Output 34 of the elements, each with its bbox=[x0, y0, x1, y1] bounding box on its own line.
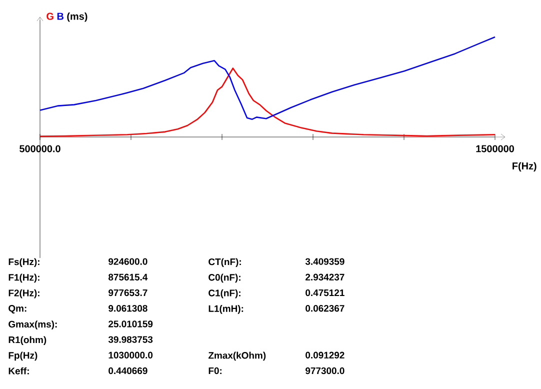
text: CT(nF): bbox=[208, 258, 241, 268]
text: Keff: bbox=[8, 367, 29, 374]
text: L1(mH): bbox=[208, 304, 244, 314]
text: 0.091292 bbox=[306, 352, 344, 358]
text: 977653.7 bbox=[108, 289, 148, 296]
text: F0: bbox=[208, 367, 222, 374]
text: C0(nF): bbox=[208, 274, 240, 283]
text: 0.475121 bbox=[306, 289, 344, 296]
text: Gmax(ms): bbox=[8, 320, 57, 330]
text: F1(Hz): bbox=[8, 274, 40, 283]
text: C1(nF): bbox=[208, 289, 240, 298]
text: F2(Hz): bbox=[8, 289, 40, 298]
x-tick-label: 1500000 bbox=[476, 145, 514, 152]
text: 0.440669 bbox=[108, 367, 148, 374]
text: 9.061308 bbox=[108, 305, 148, 312]
text: 3.409359 bbox=[305, 258, 344, 265]
text: 25.010159 bbox=[108, 320, 153, 328]
text: 0.062367 bbox=[306, 305, 344, 312]
text: 1030000.0 bbox=[108, 352, 153, 359]
x-tick-label: 500000.0 bbox=[20, 145, 60, 152]
text: Zmax(kOhm) bbox=[208, 352, 266, 361]
text: R1(ohm) bbox=[8, 336, 46, 346]
text: Qm: bbox=[8, 305, 26, 314]
text: 977300.0 bbox=[306, 367, 344, 374]
x-axis-title: F(Hz) bbox=[512, 162, 536, 172]
text: 924600.0 bbox=[108, 258, 148, 265]
text: 39.983753 bbox=[108, 336, 153, 343]
y-axis-title: (ms) bbox=[67, 12, 88, 22]
text: 2.934237 bbox=[306, 274, 344, 281]
text: Fp(Hz) bbox=[8, 352, 38, 361]
text: B bbox=[57, 12, 64, 20]
text: G bbox=[46, 12, 54, 20]
text: 875615.4 bbox=[108, 274, 148, 280]
text: Fs(Hz): bbox=[8, 258, 40, 268]
